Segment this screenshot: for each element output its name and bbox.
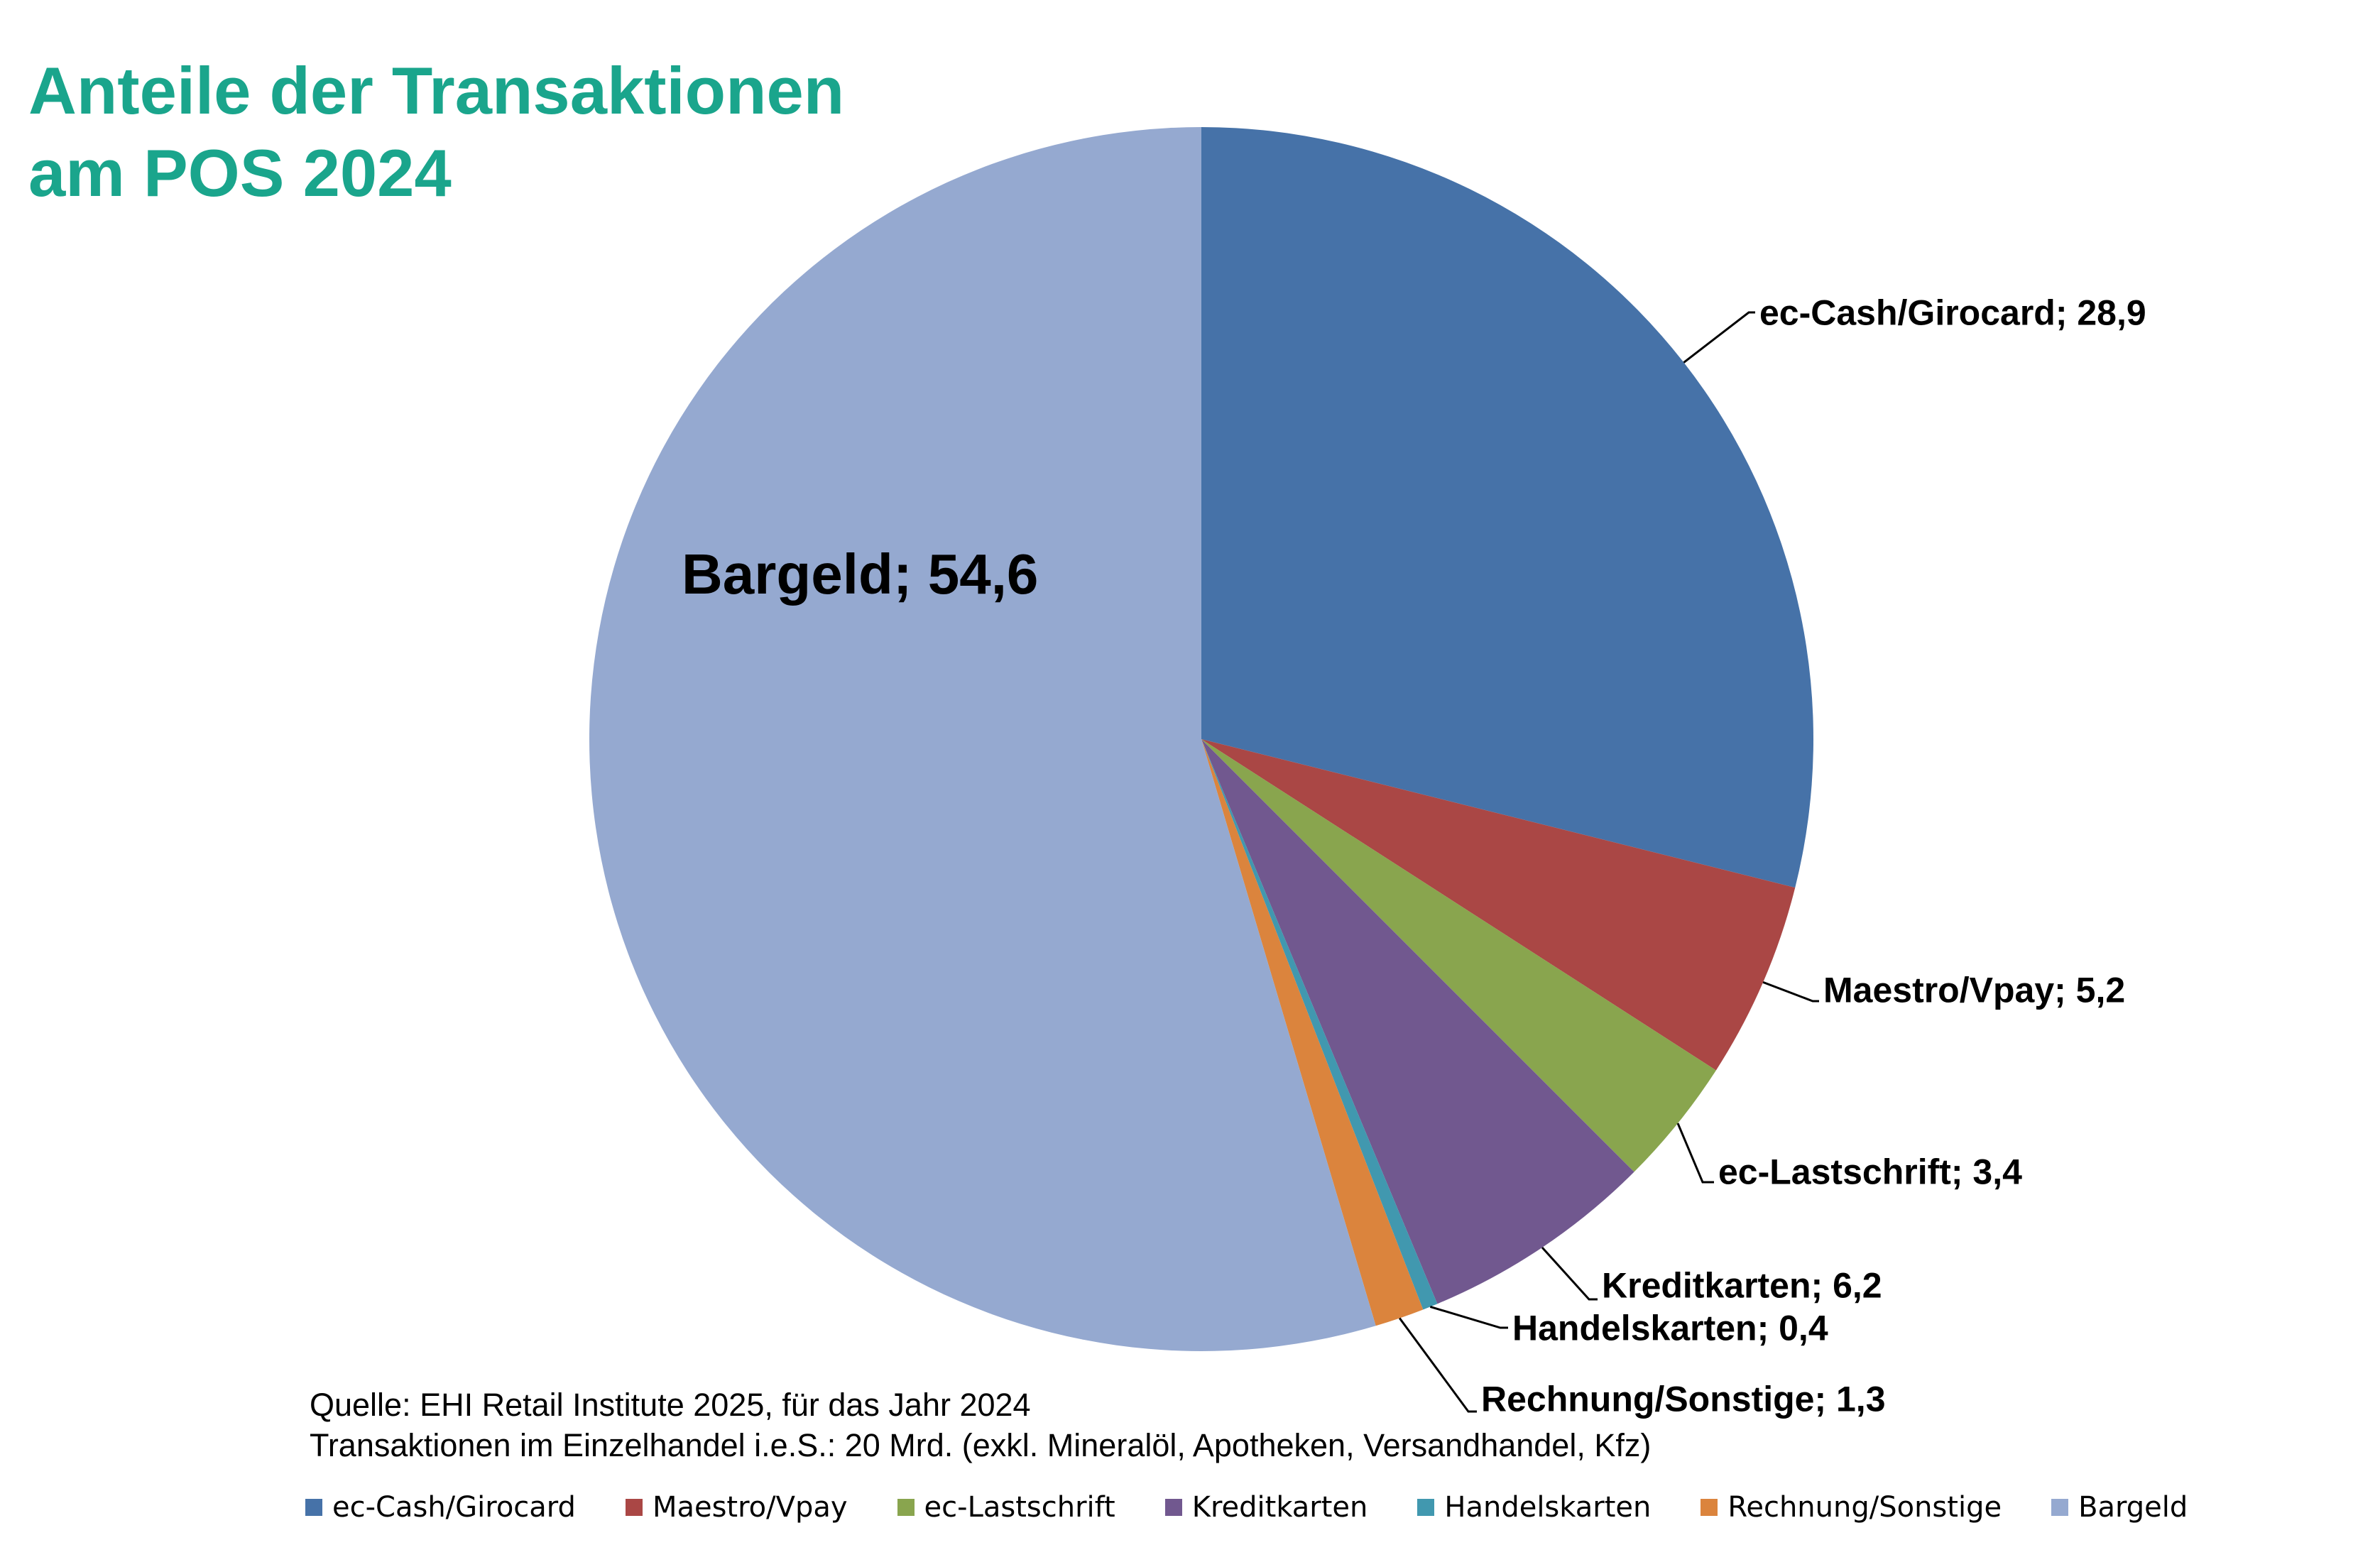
legend-item: Bargeld (2051, 1491, 2188, 1524)
legend-swatch (1701, 1499, 1718, 1516)
legend-swatch (897, 1499, 915, 1516)
legend-swatch (1164, 1499, 1182, 1516)
chart-legend: ec-Cash/Girocard Maestro/Vpay ec-Lastschri… (305, 1491, 2237, 1524)
leader-line (1541, 1246, 1598, 1301)
legend-item: ec-Cash/Girocard (305, 1491, 576, 1524)
legend-item: Handelskarten (1417, 1491, 1651, 1524)
pie-slice-handelskarten (1201, 739, 1438, 1310)
chart-title-line1: Anteile der Transaktionen (28, 53, 845, 128)
source-line-1: Quelle: EHI Retail Institute 2025, für d… (310, 1387, 1031, 1423)
legend-label: Handelskarten (1444, 1491, 1652, 1524)
legend-label: ec-Cash/Girocard (332, 1491, 576, 1524)
pie-slice-ec-lastschrift (1201, 739, 1716, 1172)
data-label: ec-Cash/Girocard; 28,9 (1759, 293, 2146, 333)
legend-item: ec-Lastschrift (897, 1491, 1115, 1524)
data-label: Rechnung/Sonstige; 1,3 (1481, 1380, 1886, 1419)
source-note: Quelle: EHI Retail Institute 2025, für d… (310, 1385, 1651, 1465)
legend-label: ec-Lastschrift (924, 1491, 1115, 1524)
data-label: Kreditkarten; 6,2 (1602, 1266, 1882, 1306)
legend-label: Maestro/Vpay (652, 1491, 848, 1524)
pie-slice-kreditkarten (1201, 739, 1634, 1304)
leader-line (1399, 1317, 1477, 1413)
legend-item: Kreditkarten (1164, 1491, 1368, 1524)
legend-label: Kreditkarten (1191, 1491, 1368, 1524)
chart-title: Anteile der Transaktionen am POS 2024 (28, 50, 844, 214)
leader-line (1429, 1306, 1508, 1329)
legend-item: Maestro/Vpay (625, 1491, 848, 1524)
pie-slice-ec-cash-girocard (1201, 127, 1813, 888)
legend-swatch (625, 1499, 643, 1516)
leader-line (1676, 1123, 1714, 1184)
pie-slice-rechnung-sonstige (1201, 739, 1424, 1326)
data-label: Handelskarten; 0,4 (1512, 1309, 1828, 1348)
leader-line (1683, 311, 1755, 364)
legend-label: Bargeld (2078, 1491, 2188, 1524)
legend-swatch (305, 1499, 322, 1516)
legend-label: Rechnung/Sonstige (1727, 1491, 2002, 1524)
source-line-2: Transaktionen im Einzelhandel i.e.S.: 20… (310, 1427, 1652, 1463)
data-label: ec-Lastschrift; 3,4 (1718, 1152, 2022, 1192)
data-label: Maestro/Vpay; 5,2 (1823, 971, 2125, 1010)
legend-swatch (1417, 1499, 1435, 1516)
legend-item: Rechnung/Sonstige (1701, 1491, 2002, 1524)
leader-line (1762, 981, 1819, 1003)
pie-slice-maestro-vpay (1201, 739, 1796, 1071)
pie-slice-bargeld (589, 127, 1376, 1352)
chart-title-line2: am POS 2024 (28, 136, 452, 210)
legend-swatch (2051, 1499, 2069, 1516)
data-label: Bargeld; 54,6 (682, 542, 1038, 606)
